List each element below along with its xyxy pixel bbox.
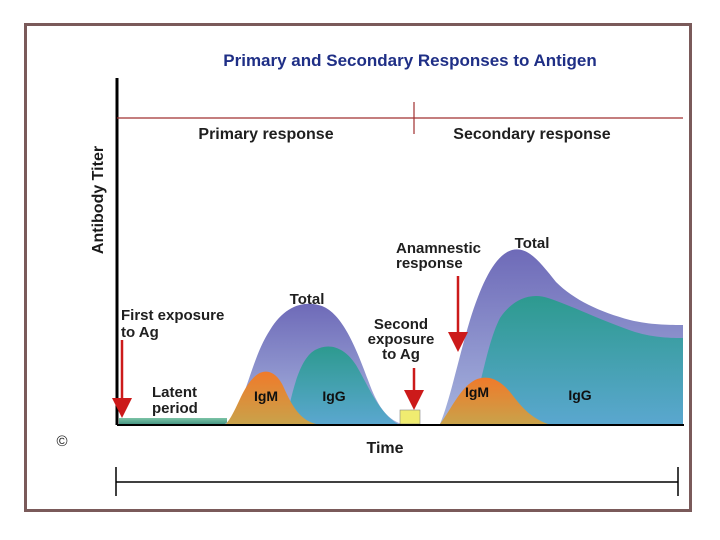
secondary-response-header: Secondary response — [453, 126, 611, 143]
primary-igg-curve — [285, 346, 398, 424]
primary-igm-curve — [226, 371, 316, 424]
latent-period-label-1: Latent — [152, 384, 197, 401]
primary-total-label: Total — [290, 291, 325, 308]
first-exposure-label-1: First exposure — [121, 307, 224, 324]
y-axis-label: Antibody Titer — [90, 146, 107, 254]
latent-period-label-2: period — [152, 400, 198, 417]
primary-igg-label: IgG — [322, 388, 345, 404]
second-exposure-label-2: exposure — [368, 331, 435, 348]
x-axis-label: Time — [366, 440, 403, 457]
secondary-total-label: Total — [515, 235, 550, 252]
secondary-igm-label: IgM — [465, 384, 489, 400]
secondary-igg-label: IgG — [568, 387, 591, 403]
anamnestic-label-2: response — [396, 255, 463, 272]
secondary-igg-curve — [468, 296, 683, 424]
first-exposure-label-2: to Ag — [121, 324, 159, 341]
figure-frame — [24, 23, 692, 512]
second-exposure-label-1: Second — [374, 316, 428, 333]
antigen-marker — [399, 409, 421, 425]
primary-response-header: Primary response — [198, 126, 333, 143]
chart-title: Primary and Secondary Responses to Antig… — [223, 51, 596, 70]
latent-baseline-strip — [119, 418, 227, 425]
primary-igm-label: IgM — [254, 388, 278, 404]
second-exposure-label-3: to Ag — [382, 346, 420, 363]
copyright-icon: © — [56, 433, 67, 450]
anamnestic-label-1: Anamnestic — [396, 240, 481, 257]
secondary-igm-curve — [440, 377, 548, 424]
